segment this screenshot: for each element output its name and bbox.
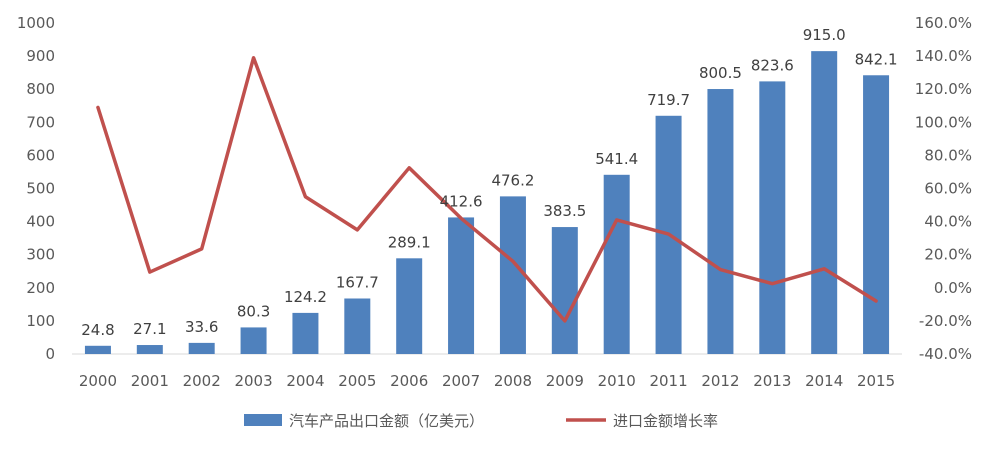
bar-data-label: 800.5 xyxy=(699,64,742,82)
left-tick-label: 600 xyxy=(26,146,55,164)
bar-data-label: 476.2 xyxy=(491,171,534,189)
x-tick-label: 2008 xyxy=(494,372,532,390)
x-tick-label: 2006 xyxy=(390,372,428,390)
growth-rate-line xyxy=(96,56,878,323)
legend-bar-swatch xyxy=(244,414,282,426)
left-tick-label: 400 xyxy=(26,213,55,231)
bar-data-label: 915.0 xyxy=(803,26,846,44)
bar-series xyxy=(84,51,890,355)
bar-data-label: 33.6 xyxy=(185,318,218,336)
x-tick-label: 2012 xyxy=(701,372,739,390)
bar-data-label: 842.1 xyxy=(855,50,898,68)
bar xyxy=(240,327,267,354)
bar xyxy=(136,345,163,354)
x-tick-label: 2009 xyxy=(546,372,584,390)
left-tick-label: 900 xyxy=(26,47,55,65)
bar xyxy=(448,217,475,354)
bar xyxy=(707,89,734,355)
left-tick-label: 1000 xyxy=(17,14,55,32)
bar xyxy=(551,227,578,354)
bar xyxy=(499,196,526,354)
right-tick-label: 0.0% xyxy=(934,279,972,297)
bar-data-label: 289.1 xyxy=(388,233,431,251)
right-tick-label: -20.0% xyxy=(919,312,972,330)
axes: 0 100 200 300 400 500 600 700 800 900 1000 -40.0% -2… xyxy=(17,14,972,390)
bar-data-label: 541.4 xyxy=(595,150,638,168)
x-tick-label: 2003 xyxy=(234,372,272,390)
bar xyxy=(603,174,630,354)
bar-data-label: 823.6 xyxy=(751,56,794,74)
x-tick-label: 2005 xyxy=(338,372,376,390)
bar xyxy=(188,342,215,354)
bar xyxy=(292,312,319,354)
bar xyxy=(863,75,890,355)
legend: 汽车产品出口金额（亿美元） 进口金额增长率 xyxy=(244,412,718,430)
right-tick-label: 60.0% xyxy=(924,180,972,198)
bar-data-label: 167.7 xyxy=(336,273,379,291)
left-tick-label: 500 xyxy=(26,180,55,198)
right-tick-label: 160.0% xyxy=(915,14,972,32)
x-tick-label: 2004 xyxy=(286,372,324,390)
left-tick-label: 0 xyxy=(45,345,55,363)
left-tick-label: 100 xyxy=(26,312,55,330)
left-tick-label: 800 xyxy=(26,80,55,98)
left-tick-label: 700 xyxy=(26,113,55,131)
x-tick-label: 2007 xyxy=(442,372,480,390)
right-tick-label: -40.0% xyxy=(919,345,972,363)
right-tick-label: 20.0% xyxy=(924,246,972,264)
bar-data-label: 719.7 xyxy=(647,91,690,109)
right-tick-label: 100.0% xyxy=(915,113,972,131)
bar xyxy=(396,258,423,354)
bar xyxy=(811,51,838,354)
x-tick-label: 2000 xyxy=(79,372,117,390)
bar-data-label: 24.8 xyxy=(81,321,114,339)
bar xyxy=(759,81,786,354)
right-tick-label: 40.0% xyxy=(924,213,972,231)
x-tick-label: 2001 xyxy=(131,372,169,390)
right-tick-label: 120.0% xyxy=(915,80,972,98)
legend-bar-label: 汽车产品出口金额（亿美元） xyxy=(289,412,484,430)
left-tick-label: 200 xyxy=(26,279,55,297)
legend-line-label: 进口金额增长率 xyxy=(613,412,718,430)
bar-data-label: 383.5 xyxy=(543,202,586,220)
bar-data-label: 80.3 xyxy=(237,302,270,320)
right-tick-label: 140.0% xyxy=(915,47,972,65)
x-tick-label: 2011 xyxy=(649,372,687,390)
right-tick-label: 80.0% xyxy=(924,146,972,164)
line-series xyxy=(96,56,878,323)
bar-data-label: 124.2 xyxy=(284,288,327,306)
x-tick-label: 2015 xyxy=(857,372,895,390)
x-tick-label: 2002 xyxy=(183,372,221,390)
bar xyxy=(84,345,111,354)
x-tick-label: 2013 xyxy=(753,372,791,390)
bar-data-label: 412.6 xyxy=(440,192,483,210)
data-labels: 24.8 27.1 33.6 80.3 124.2 167.7 289.1 412.6 476.… xyxy=(81,26,897,339)
left-tick-label: 300 xyxy=(26,246,55,264)
x-tick-label: 2010 xyxy=(598,372,636,390)
x-tick-label: 2014 xyxy=(805,372,843,390)
bar-data-label: 27.1 xyxy=(133,320,166,338)
bar xyxy=(344,298,371,354)
